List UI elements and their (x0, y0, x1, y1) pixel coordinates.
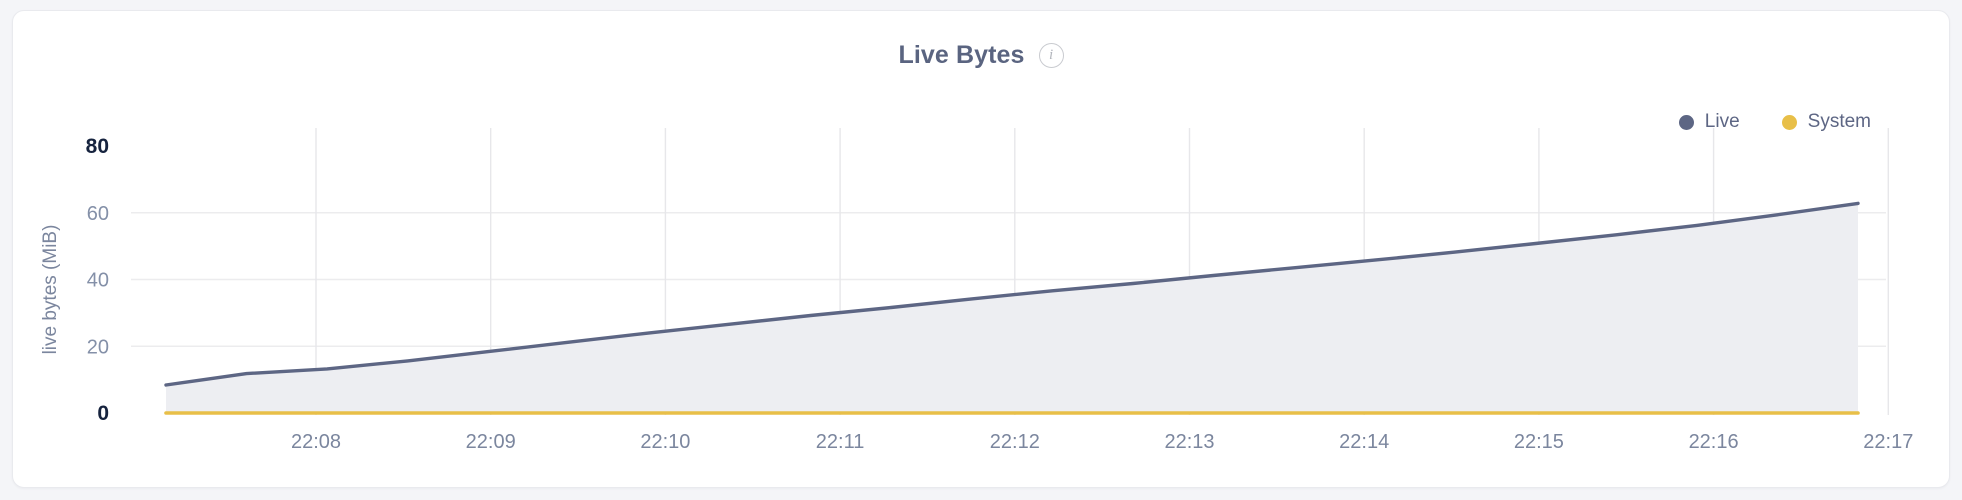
y-axis-tick-label: 40 (87, 270, 109, 292)
legend-dot-live (1678, 114, 1694, 130)
x-axis-tick-label: 22:16 (1689, 431, 1739, 453)
y-axis-tick-label: 20 (87, 336, 109, 358)
legend-label-live: Live (1704, 111, 1740, 132)
legend-label-system: System (1807, 111, 1871, 132)
y-axis-tick-label: 0 (97, 402, 109, 425)
chart-header: Live Bytes i (13, 41, 1949, 70)
series-line-live[interactable] (164, 201, 1860, 387)
x-axis-tick-label: 22:15 (1514, 431, 1564, 453)
chart-svg: 0 20 40 60 80 live bytes (MiB) 22:08 22:09 22:10… (40, 128, 1913, 453)
legend-item-live[interactable]: Live (1678, 111, 1740, 133)
chart-plot-area: 0 20 40 60 80 live bytes (MiB) 22:08 22:09 22:10… (13, 11, 1949, 487)
chart-legend: Live System (1678, 111, 1871, 133)
x-axis-tick-label: 22:13 (1164, 431, 1214, 453)
y-axis-tick-label: 80 (86, 135, 109, 158)
info-icon[interactable]: i (1038, 43, 1064, 68)
page-title: Live Bytes (898, 41, 1025, 69)
x-axis-tick-label: 22:17 (1863, 431, 1913, 453)
x-axis-tick-label: 22:11 (816, 431, 865, 453)
y-axis-tick-label: 60 (87, 203, 109, 225)
x-axis-tick-label: 22:09 (466, 431, 516, 453)
x-axis-tick-label: 22:12 (990, 431, 1040, 453)
legend-dot-system (1781, 114, 1797, 130)
y-axis-title: live bytes (MiB) (40, 225, 61, 355)
legend-item-system[interactable]: System (1781, 111, 1871, 133)
live-bytes-chart-card: Live Bytes i Live System 0 20 40 60 80 live b… (12, 10, 1950, 488)
x-axis-tick-label: 22:08 (291, 431, 341, 453)
x-axis-tick-label: 22:10 (640, 431, 690, 453)
x-axis-tick-label: 22:14 (1339, 431, 1389, 453)
